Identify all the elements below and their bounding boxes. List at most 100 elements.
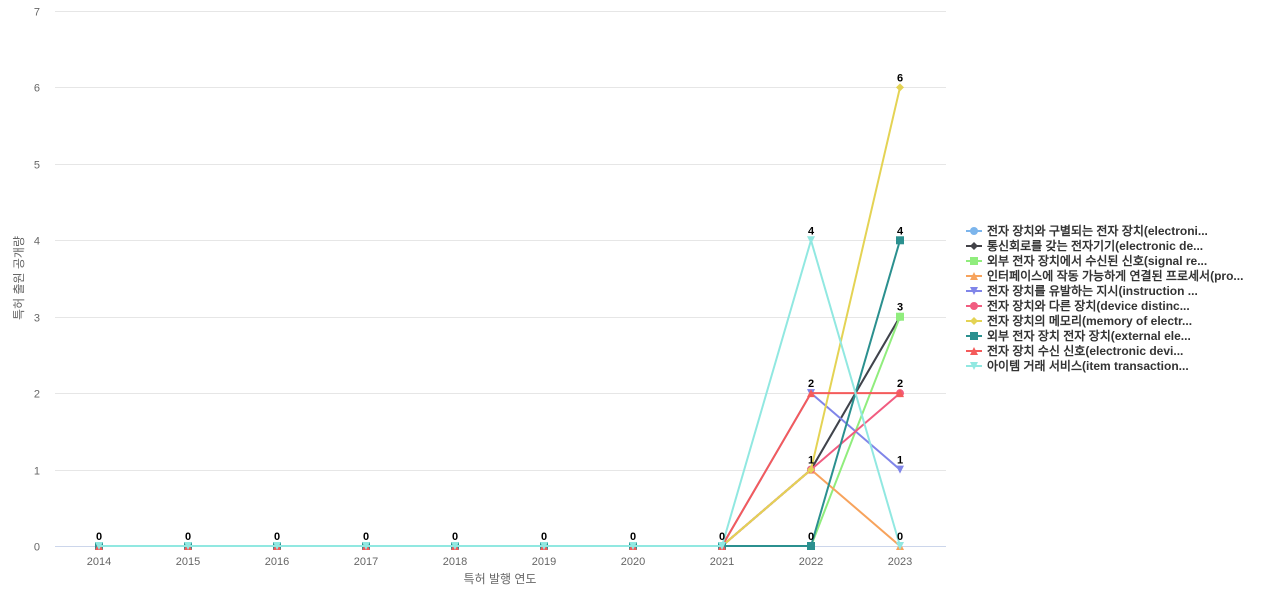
series-point [896, 389, 904, 398]
legend-item[interactable]: 통신회로를 갖는 전자기기(electronic de... [966, 238, 1203, 253]
legend-item[interactable]: 전자 장치를 유발하는 지시(instruction ... [966, 283, 1198, 298]
x-tick-label: 2015 [176, 556, 200, 568]
data-label: 0 [274, 531, 280, 543]
legend-item[interactable]: 인터페이스에 작동 가능하게 연결된 프로세서(pro... [966, 268, 1243, 283]
legend-item[interactable]: 외부 전자 장치 전자 장치(external ele... [966, 328, 1191, 343]
series-line [99, 468, 901, 547]
legend-symbol [970, 347, 978, 355]
legend-item[interactable]: 전자 장치와 다른 장치(device distinc... [966, 298, 1190, 313]
series-2 [95, 312, 904, 550]
series-point [807, 236, 815, 245]
y-tick-label: 1 [34, 466, 40, 478]
data-label: 0 [897, 531, 903, 543]
series-line [99, 392, 900, 547]
series-point [896, 542, 904, 550]
legend-label: 전자 장치와 구별되는 전자 장치(electroni... [987, 223, 1208, 238]
data-label: 6 [897, 72, 903, 84]
data-label: 0 [185, 531, 191, 543]
legend-label: 외부 전자 장치 전자 장치(external ele... [987, 328, 1191, 343]
x-tick-label: 2017 [354, 556, 378, 568]
data-label: 1 [897, 455, 903, 467]
legend-symbol [970, 317, 978, 325]
legend-symbol [970, 227, 978, 235]
data-label: 0 [541, 531, 547, 543]
data-label: 0 [808, 531, 814, 543]
data-label: 2 [808, 378, 814, 390]
data-label: 2 [897, 378, 903, 390]
legend-label: 전자 장치의 메모리(memory of electr... [987, 313, 1192, 328]
series-line [99, 316, 901, 547]
x-tick-label: 2020 [621, 556, 645, 568]
legend-label: 전자 장치와 다른 장치(device distinc... [987, 298, 1190, 313]
legend-symbol [970, 362, 978, 370]
legend-symbol [970, 332, 978, 340]
legend-symbol [970, 257, 978, 265]
data-label: 1 [808, 455, 814, 467]
x-tick-label: 2018 [443, 556, 467, 568]
series-line [99, 392, 901, 547]
x-tick-label: 2014 [87, 556, 111, 568]
series-6 [95, 389, 904, 550]
legend-item[interactable]: 외부 전자 장치에서 수신된 신호(signal re... [966, 253, 1207, 268]
y-tick-label: 6 [34, 83, 40, 95]
legend-label: 외부 전자 장치에서 수신된 신호(signal re... [987, 253, 1207, 268]
series-group [95, 83, 904, 550]
legend-item[interactable]: 아이템 거래 서비스(item transaction... [966, 358, 1189, 373]
data-label: 0 [452, 531, 458, 543]
y-tick-label: 7 [34, 7, 40, 19]
series-9 [95, 389, 904, 550]
series-point [184, 542, 192, 550]
series-line [99, 392, 901, 547]
series-line [99, 316, 901, 547]
legend: 전자 장치와 구별되는 전자 장치(electroni...통신회로를 갖는 전… [966, 223, 1243, 373]
y-tick-label: 3 [34, 313, 40, 325]
series-5 [95, 389, 904, 550]
series-point [95, 542, 103, 550]
legend-symbol [970, 272, 978, 280]
legend-item[interactable]: 전자 장치와 구별되는 전자 장치(electroni... [966, 223, 1208, 238]
series-1 [95, 312, 904, 550]
legend-label: 전자 장치 수신 신호(electronic devi... [987, 343, 1183, 358]
series-line [99, 87, 901, 547]
data-label: 0 [96, 531, 102, 543]
series-point [896, 312, 904, 321]
series-point [540, 542, 548, 550]
x-tick-label: 2019 [532, 556, 556, 568]
series-point [896, 465, 904, 474]
legend-symbol [970, 302, 978, 310]
y-tick-label: 5 [34, 160, 40, 172]
series-10 [95, 236, 904, 550]
y-tick-label: 2 [34, 389, 40, 401]
legend-label: 전자 장치를 유발하는 지시(instruction ... [987, 283, 1198, 298]
legend-item[interactable]: 전자 장치의 메모리(memory of electr... [966, 313, 1192, 328]
legend-symbol [970, 242, 978, 250]
series-line [99, 239, 901, 547]
data-label: 4 [897, 225, 904, 237]
x-tick-label: 2016 [265, 556, 289, 568]
y-tick-label: 4 [34, 236, 40, 248]
x-tick-label: 2021 [710, 556, 734, 568]
series-point [896, 83, 904, 92]
x-tick-label: 2023 [888, 556, 912, 568]
grid-lines [55, 11, 946, 471]
series-point [362, 542, 370, 550]
series-point [451, 542, 459, 550]
series-point [896, 236, 904, 245]
series-point [718, 542, 726, 550]
series-7 [95, 83, 904, 550]
data-label: 0 [719, 531, 725, 543]
series-line [99, 316, 901, 547]
x-axis-title: 특허 발행 연도 [464, 571, 537, 586]
data-labels: 0 0 0 0 0 0 0 0 4 2 1 0 6 4 3 2 1 0 [96, 72, 904, 543]
series-point [807, 465, 815, 474]
series-point [807, 542, 815, 550]
y-tick-label: 0 [34, 542, 40, 554]
x-axis-ticks: 2014 2015 2016 2017 2018 2019 2020 2021 2022 2023 [87, 556, 912, 568]
data-label: 0 [363, 531, 369, 543]
legend-label: 아이템 거래 서비스(item transaction... [987, 358, 1189, 373]
series-point [629, 542, 637, 550]
legend-item[interactable]: 전자 장치 수신 신호(electronic devi... [966, 343, 1183, 358]
y-axis-ticks: 0 1 2 3 4 5 6 7 [34, 7, 40, 554]
series-3 [95, 312, 904, 550]
